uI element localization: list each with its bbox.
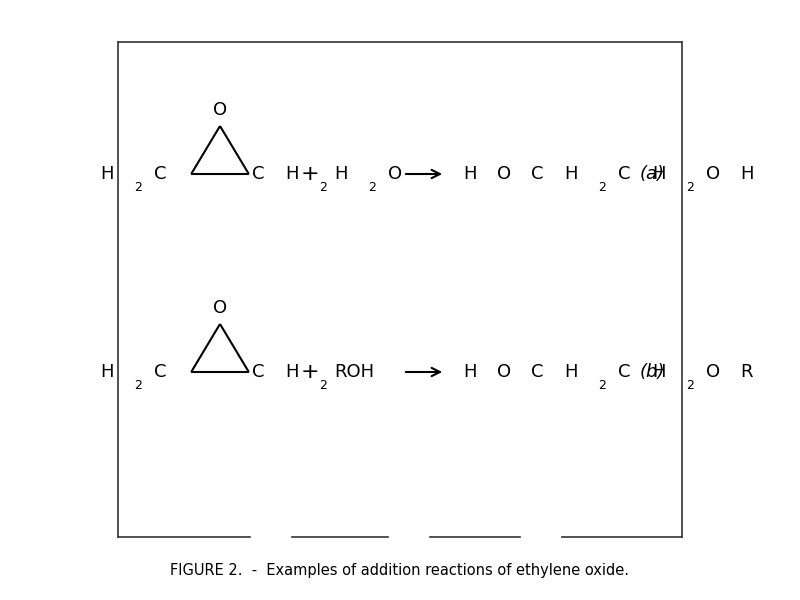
Text: ROH: ROH xyxy=(334,363,374,381)
Text: C: C xyxy=(530,165,543,183)
Text: O: O xyxy=(213,101,227,119)
Text: 2: 2 xyxy=(686,379,694,392)
Text: H: H xyxy=(652,165,666,183)
Text: (a): (a) xyxy=(639,165,665,183)
Text: 2: 2 xyxy=(598,379,606,392)
Text: O: O xyxy=(706,363,721,381)
Text: H: H xyxy=(463,363,477,381)
Text: C: C xyxy=(154,363,167,381)
Text: H: H xyxy=(463,165,477,183)
Text: C: C xyxy=(154,165,167,183)
Text: O: O xyxy=(706,165,721,183)
Text: H: H xyxy=(286,165,299,183)
Text: O: O xyxy=(388,165,402,183)
Text: C: C xyxy=(530,363,543,381)
Text: O: O xyxy=(497,165,511,183)
Text: H: H xyxy=(334,165,347,183)
Text: H: H xyxy=(565,165,578,183)
Text: C: C xyxy=(252,165,264,183)
Text: (b): (b) xyxy=(639,363,665,381)
Text: FIGURE 2.  -  Examples of addition reactions of ethylene oxide.: FIGURE 2. - Examples of addition reactio… xyxy=(170,563,630,577)
Text: H: H xyxy=(565,363,578,381)
Text: H: H xyxy=(740,165,754,183)
Text: H: H xyxy=(101,363,114,381)
Text: 2: 2 xyxy=(134,379,142,392)
Text: +: + xyxy=(301,164,319,184)
Text: C: C xyxy=(618,165,631,183)
Text: 2: 2 xyxy=(686,181,694,194)
Text: O: O xyxy=(497,363,511,381)
Text: C: C xyxy=(252,363,264,381)
Text: 2: 2 xyxy=(319,379,327,392)
Text: R: R xyxy=(740,363,753,381)
Text: 2: 2 xyxy=(368,181,376,194)
Text: O: O xyxy=(213,299,227,317)
Text: 2: 2 xyxy=(598,181,606,194)
Text: 2: 2 xyxy=(319,181,327,194)
Text: H: H xyxy=(101,165,114,183)
Text: 2: 2 xyxy=(134,181,142,194)
Text: H: H xyxy=(652,363,666,381)
Text: H: H xyxy=(286,363,299,381)
Text: C: C xyxy=(618,363,631,381)
Text: +: + xyxy=(301,362,319,382)
